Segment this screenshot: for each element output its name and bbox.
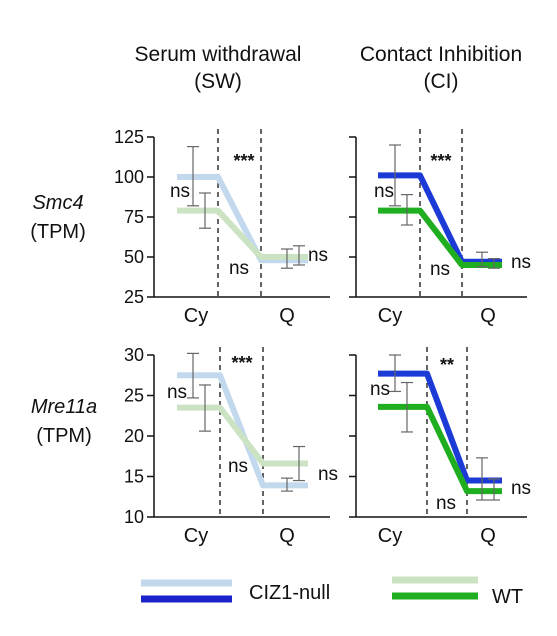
significance-ns: ns (228, 456, 248, 477)
series-line-ciz1-null (378, 172, 502, 265)
significance-ns: ns (318, 464, 338, 485)
y-tick-label: 15 (124, 467, 144, 487)
x-category-label: Cy (378, 525, 402, 547)
column-subtitle-ci: (CI) (424, 70, 459, 93)
significance-ns: ns (374, 181, 394, 202)
series-line-wt (177, 207, 308, 260)
significance-ns: ns (229, 258, 249, 279)
significance-ns: ns (167, 382, 187, 403)
y-tick-label: 25 (124, 287, 144, 307)
legend-label-wt: WT (492, 586, 523, 608)
column-title-ci: Contact Inhibition (360, 43, 522, 66)
row-label-mre11a: Mre11a (31, 396, 97, 418)
x-category-label: Q (279, 525, 295, 547)
significance-stars: *** (233, 151, 254, 171)
x-category-label: Q (480, 525, 496, 547)
significance-stars: *** (430, 151, 451, 171)
y-tick-label: 75 (124, 207, 144, 227)
significance-ns: ns (370, 379, 390, 400)
significance-ns: ns (511, 252, 531, 273)
panel-smc4-ci: Cy Qns *** ns ns (349, 129, 531, 327)
legend-label-ciz1-null: CIZ1-null (249, 582, 330, 604)
significance-stars: ** (440, 355, 454, 375)
y-tick-label: 25 (124, 386, 144, 406)
significance-ns: ns (308, 245, 328, 266)
y-tick-label: 30 (124, 345, 144, 365)
series-line-ciz1-null (177, 174, 308, 264)
row-label-smc4: Smc4 (32, 192, 83, 214)
significance-ns: ns (170, 181, 190, 202)
y-tick-label: 10 (124, 507, 144, 527)
x-category-label: Cy (378, 305, 402, 327)
series-line-wt (177, 404, 308, 467)
legend: CIZ1-null WT (141, 576, 523, 608)
panel-mre11a-ci: Cy Qns ** ns ns (349, 347, 531, 547)
y-tick-label: 20 (124, 426, 144, 446)
series-line-ciz1-null (378, 370, 502, 484)
y-tick-label: 50 (124, 247, 144, 267)
x-category-label: Q (480, 305, 496, 327)
series-line-wt (378, 403, 502, 495)
x-category-label: Cy (184, 305, 208, 327)
row-unit-mre11a: (TPM) (36, 425, 92, 447)
significance-stars: *** (231, 353, 252, 373)
y-tick-label: 125 (114, 127, 144, 147)
row-unit-smc4: (TPM) (30, 221, 86, 243)
column-subtitle-sw: (SW) (194, 70, 242, 93)
significance-ns: ns (511, 478, 531, 499)
x-category-label: Cy (184, 525, 208, 547)
significance-ns: ns (430, 259, 450, 280)
y-tick-label: 100 (114, 167, 144, 187)
panel-smc4-sw: 25 50 75 100 125 Cy Qns *** ns ns (114, 127, 330, 327)
panel-mre11a-sw: 10 15 20 25 30 Cy Qns *** ns ns (124, 345, 338, 547)
column-title-sw: Serum withdrawal (135, 43, 302, 66)
significance-ns: ns (436, 493, 456, 514)
x-category-label: Q (279, 305, 295, 327)
series-line-ciz1-null (177, 372, 308, 489)
